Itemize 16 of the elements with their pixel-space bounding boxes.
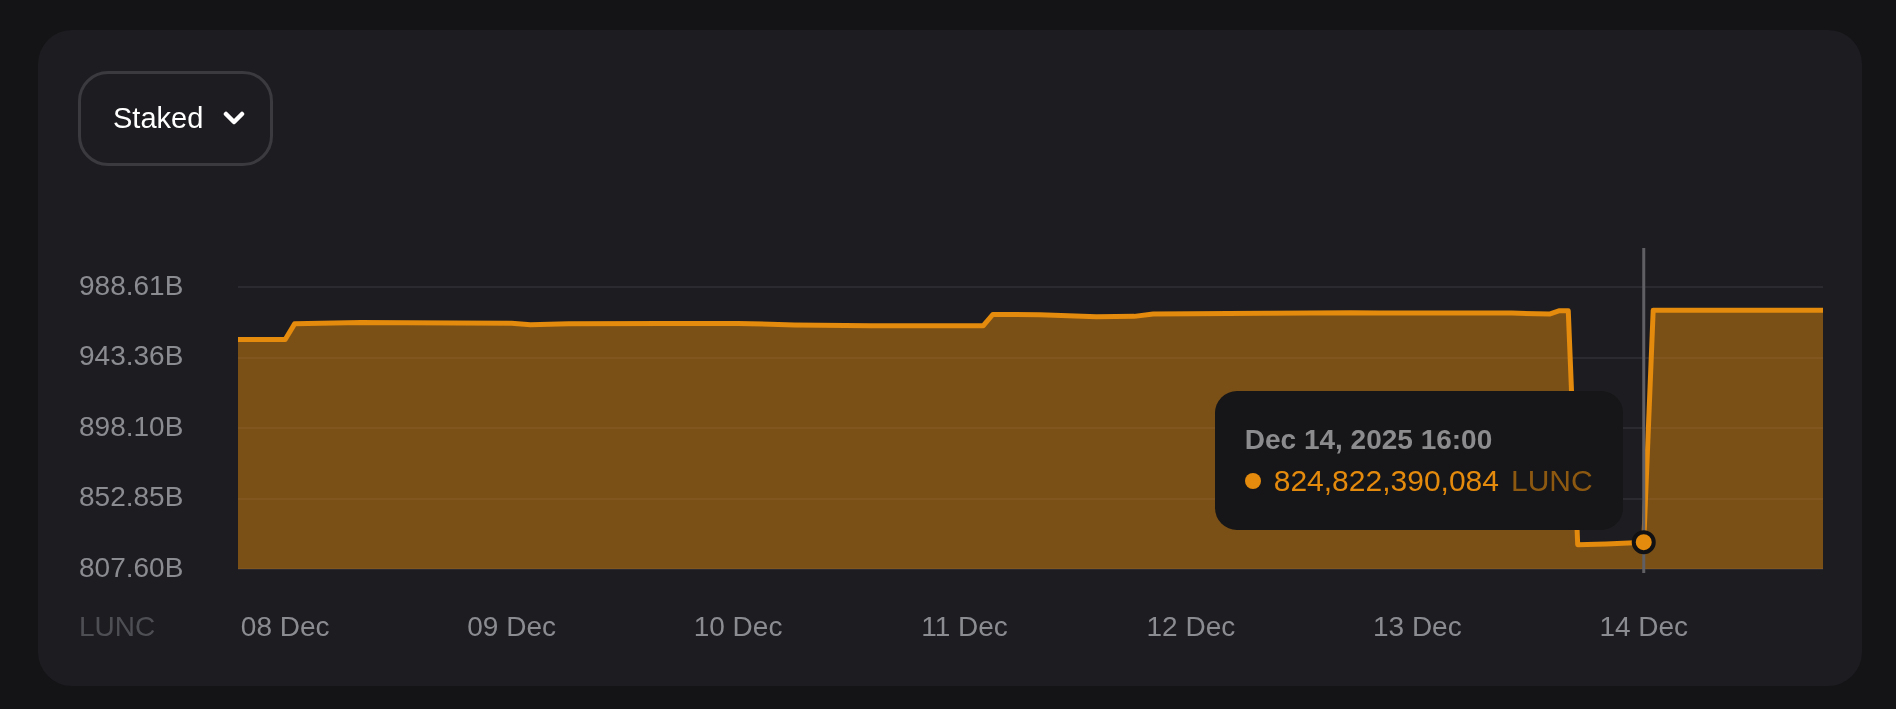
x-tick-label: 13 Dec <box>1372 610 1462 642</box>
annotation: 824,822,390,084 <box>1273 464 1499 498</box>
y-tick-label: 898.10B <box>79 410 184 442</box>
x-tick-label: 14 Dec <box>1599 610 1689 642</box>
x-tick-label: 08 Dec <box>240 610 330 642</box>
x-tick-label: 12 Dec <box>1146 610 1236 642</box>
annotation: Dec 14, 2025 16:00 <box>1244 424 1494 456</box>
y-tick-label: 988.61B <box>79 269 184 301</box>
chart-title: Staked <box>113 102 204 135</box>
y-tick-label: 943.36B <box>79 340 184 372</box>
x-tick-label: 09 Dec <box>467 610 556 642</box>
x-tick-label: 11 Dec <box>921 610 1008 642</box>
y-axis-title: LUNC <box>1510 464 1593 498</box>
y-tick-label: 852.85B <box>79 481 184 513</box>
y-tick-label: 807.60B <box>79 551 184 583</box>
x-tick-label: 10 Dec <box>693 610 783 642</box>
